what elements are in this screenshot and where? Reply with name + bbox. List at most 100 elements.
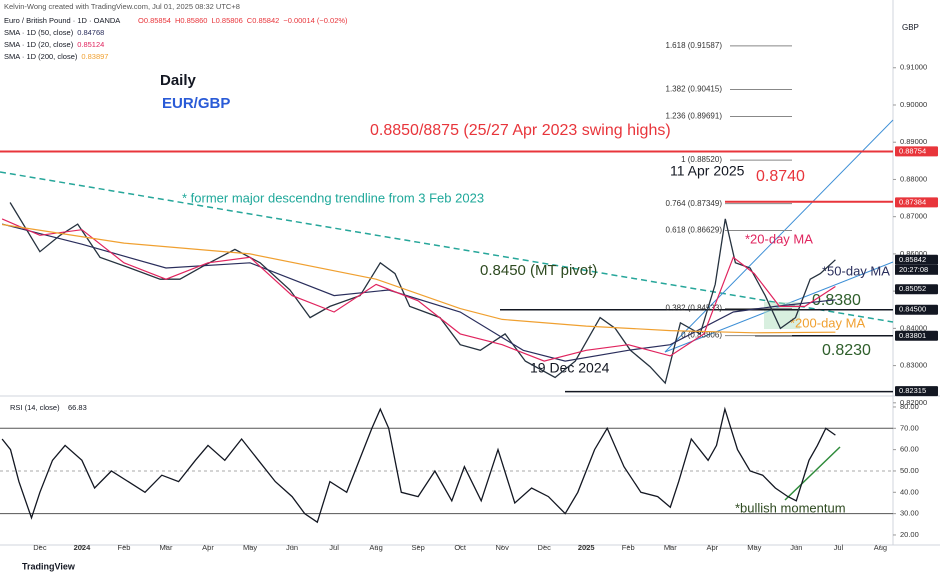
annotation: * former major descendng trendline from … <box>182 190 484 205</box>
legend-label: SMA · 1D (200, close) <box>4 52 78 61</box>
ohlc-value: C0.85842 <box>247 16 280 25</box>
annotation: *20-day MA <box>745 231 813 246</box>
x-tick-label: Mar <box>160 543 173 552</box>
price-tag <box>895 386 938 397</box>
price-tag <box>895 304 938 315</box>
y-tick-label: 0.90000 <box>900 100 927 109</box>
x-tick-label: 2025 <box>578 543 595 552</box>
annotation: 0.8230 <box>822 342 871 359</box>
annotation: 0.8850/8875 (25/27 Apr 2023 swing highs) <box>370 122 671 139</box>
price-tag-label: 0.83801 <box>899 331 926 340</box>
series-line <box>1 223 836 362</box>
y-tick-label: 20.00 <box>900 530 919 539</box>
price-tag-label: 0.85052 <box>899 284 926 293</box>
rsi-value: 66.83 <box>68 403 87 412</box>
y-tick-label: 0.89000 <box>900 137 927 146</box>
ohlc-value: O0.85854 <box>138 16 171 25</box>
series-line <box>1 218 836 362</box>
y-tick-label: 0.88000 <box>900 174 927 183</box>
x-tick-label: May <box>243 543 257 552</box>
x-tick-label: Feb <box>622 543 635 552</box>
y-tick-label: 0.84000 <box>900 323 927 332</box>
fib-label: 0.618 (0.86629) <box>666 226 723 235</box>
fib-label: 1 (0.88520) <box>681 155 722 164</box>
price-tag <box>895 146 938 157</box>
x-tick-label: Dec <box>538 543 552 552</box>
series-line <box>1 406 836 524</box>
fib-label: 1.236 (0.89691) <box>666 112 723 121</box>
y-tick-label: 60.00 <box>900 445 919 454</box>
y-tick-label: 50.00 <box>900 466 919 475</box>
x-tick-label: Jul <box>834 543 844 552</box>
legend-value: 0.85124 <box>77 40 104 49</box>
countdown: 20:27:08 <box>899 265 928 274</box>
ohlc-value: H0.85860 <box>175 16 208 25</box>
price-tag <box>895 284 938 295</box>
channel-line <box>664 119 894 353</box>
y-tick-label: 0.82000 <box>900 398 927 407</box>
price-tag <box>895 197 938 208</box>
series-line <box>2 223 836 334</box>
price-tag-label: 0.87384 <box>899 197 926 206</box>
fib-label: 1.618 (0.91587) <box>666 41 723 50</box>
x-tick-label: Mar <box>664 543 677 552</box>
price-tag-label: 0.88754 <box>899 146 926 155</box>
y-tick-label: 70.00 <box>900 423 919 432</box>
annotation: *bullish momentum <box>735 500 846 515</box>
annotation: 0.8740 <box>756 168 805 185</box>
price-tag <box>895 330 938 341</box>
y-tick-label: 0.91000 <box>900 63 927 72</box>
x-tick-label: Dec <box>33 543 47 552</box>
y-tick-label: 0.86000 <box>900 249 927 258</box>
fib-label: 1.382 (0.90415) <box>666 85 723 94</box>
annotation: 11 Apr 2025 <box>670 163 745 179</box>
currency: GBP <box>902 23 919 32</box>
price-tag-label: 0.82315 <box>899 386 926 395</box>
legend-value: 0.84768 <box>77 28 104 37</box>
x-tick-label: Nov <box>496 543 510 552</box>
x-tick-label: Jul <box>329 543 339 552</box>
x-tick-label: Sep <box>411 543 424 552</box>
fib-label: 0.382 (0.84533) <box>666 304 723 313</box>
legend-label: SMA · 1D (20, close) <box>4 40 74 49</box>
x-tick-label: Aug <box>874 543 887 552</box>
annotation: 0.8380 <box>812 292 861 309</box>
y-tick-label: 0.87000 <box>900 212 927 221</box>
y-tick-label: 30.00 <box>900 509 919 518</box>
annotation: *50-day MA <box>822 263 890 278</box>
timeframe: Daily <box>160 72 197 89</box>
footer: TradingView <box>22 561 76 571</box>
legend-value: 0.83897 <box>81 52 108 61</box>
x-tick-label: Jun <box>790 543 802 552</box>
pair: EUR/GBP <box>162 95 230 112</box>
x-tick-label: Apr <box>706 543 718 552</box>
y-tick-label: 40.00 <box>900 487 919 496</box>
countdown-box <box>895 264 938 275</box>
x-tick-label: May <box>747 543 761 552</box>
fib-label: 0.764 (0.87349) <box>666 199 723 208</box>
x-tick-label: Oct <box>454 543 467 552</box>
y-tick-label: 80.00 <box>900 402 919 411</box>
symbol: Euro / British Pound · 1D · OANDA <box>4 16 120 25</box>
credit: Kelvin-Wong created with TradingView.com… <box>4 2 240 11</box>
trendline <box>0 171 894 323</box>
rsi-trendline <box>784 446 841 501</box>
ohlc-value: L0.85806 <box>211 16 242 25</box>
x-tick-label: 2024 <box>74 543 92 552</box>
ohlc-value: −0.00014 (−0.02%) <box>283 16 348 25</box>
x-tick-label: Apr <box>202 543 214 552</box>
annotation: 19 Dec 2024 <box>530 360 610 376</box>
x-tick-label: Jun <box>286 543 298 552</box>
x-tick-label: Feb <box>118 543 131 552</box>
price-tag-label: 0.85842 <box>899 255 926 264</box>
legend-label: SMA · 1D (50, close) <box>4 28 74 37</box>
annotation: *200-day MA <box>790 315 865 330</box>
price-tag <box>895 254 938 265</box>
annotation: 0.8450 (MT pivot) <box>480 262 597 279</box>
price-tag-label: 0.84500 <box>899 305 926 314</box>
rsi-label: RSI (14, close) <box>10 403 60 412</box>
x-tick-label: Aug <box>369 543 382 552</box>
